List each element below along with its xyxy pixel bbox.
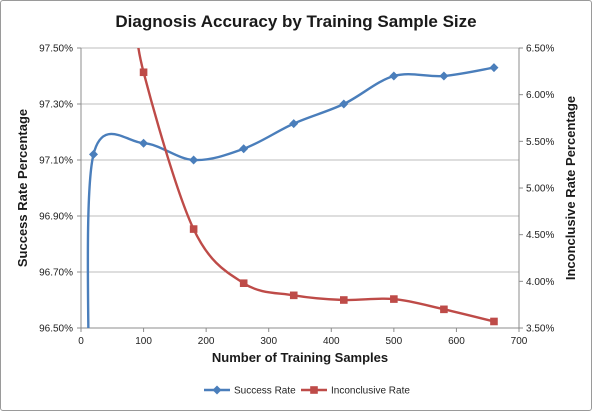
x-tick-label: 200 — [198, 336, 215, 347]
tick-labels: 96.50% 96.70% 96.90% 97.10% 97.30% 97.50% 3.50… — [39, 44, 554, 348]
success-rate-legend-label: Success Rate — [234, 386, 296, 397]
inconclusive-rate-marker — [189, 225, 198, 233]
y-tick-label: 97.50% — [39, 44, 73, 55]
x-tick-label: 300 — [260, 336, 277, 347]
axes — [77, 47, 523, 332]
inconclusive-rate-legend-marker — [310, 386, 318, 394]
inconclusive-rate-marker — [239, 279, 248, 287]
series-markers — [89, 63, 499, 326]
x-axis-title: Number of Training Samples — [212, 350, 388, 365]
chart-title: Diagnosis Accuracy by Training Sample Si… — [115, 12, 476, 31]
y-tick-label: 96.70% — [39, 268, 73, 279]
success-rate-marker — [289, 119, 299, 129]
success-rate-marker — [489, 63, 499, 73]
inconclusive-rate-legend-label: Inconclusive Rate — [331, 386, 410, 397]
success-rate-marker — [439, 71, 449, 81]
y-axis-title: Success Rate Percentage — [15, 109, 30, 267]
y-tick-label: 96.90% — [39, 212, 73, 223]
success-rate-marker — [339, 99, 349, 109]
success-rate-marker — [139, 138, 149, 148]
success-rate-line — [86, 66, 495, 328]
x-tick-label: 100 — [135, 336, 152, 347]
x-tick-label: 600 — [448, 336, 465, 347]
gridlines — [81, 47, 519, 329]
success-rate-marker — [389, 71, 399, 81]
x-tick-label: 400 — [323, 336, 340, 347]
x-tick-label: 500 — [386, 336, 403, 347]
y2-tick-label: 6.00% — [526, 90, 554, 101]
y2-tick-label: 4.50% — [526, 230, 554, 241]
y2-tick-label: 6.50% — [526, 44, 554, 55]
y2-tick-label: 3.50% — [526, 324, 554, 335]
x-tick-label: 0 — [78, 336, 84, 347]
inconclusive-rate-marker — [289, 291, 298, 300]
y2-tick-label: 5.50% — [526, 137, 554, 148]
success-rate-marker — [239, 144, 249, 154]
inconclusive-rate-marker — [390, 295, 398, 303]
y2-tick-label: 4.00% — [526, 277, 554, 288]
y2-axis-title: Inconclusive Rate Percentage — [563, 96, 578, 280]
y-tick-label: 97.30% — [39, 100, 73, 111]
success-rate-marker — [89, 149, 99, 159]
inconclusive-rate-marker — [139, 68, 148, 77]
inconclusive-rate-line — [137, 48, 495, 323]
inconclusive-rate-marker — [340, 296, 348, 304]
y-tick-label: 97.10% — [39, 156, 73, 167]
inconclusive-rate-marker — [440, 305, 448, 314]
series-lines — [86, 48, 495, 328]
inconclusive-rate-marker — [490, 317, 498, 326]
success-rate-marker — [189, 155, 199, 165]
y2-tick-label: 5.00% — [526, 184, 554, 195]
success-rate-legend-marker — [212, 385, 222, 395]
x-tick-label: 700 — [511, 336, 528, 347]
legend: Success Rate Inconclusive Rate — [204, 385, 410, 397]
y-tick-label: 96.50% — [39, 324, 73, 335]
